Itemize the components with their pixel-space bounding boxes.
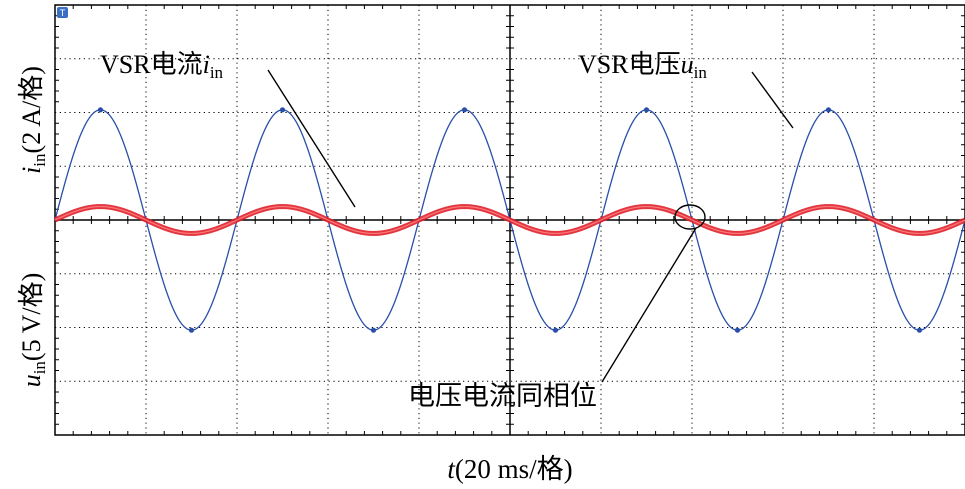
series-u-in-peak bbox=[279, 107, 286, 113]
annotation-inphase-leader bbox=[601, 227, 697, 383]
annotation-current-leader bbox=[267, 69, 356, 208]
series-u-in-peak bbox=[97, 107, 104, 113]
annotation-inphase-ellipse bbox=[674, 204, 706, 230]
annotation-voltage-leader bbox=[751, 71, 794, 129]
series-u-in-peak bbox=[643, 107, 650, 113]
annotation-current: VSR电流iin bbox=[100, 50, 224, 82]
trigger-marker-label: T bbox=[60, 8, 66, 18]
series-u-in-peak bbox=[825, 107, 832, 113]
annotation-voltage: VSR电压uin bbox=[578, 50, 707, 82]
traces bbox=[53, 107, 965, 333]
series-u-in-peak bbox=[370, 327, 377, 333]
x-axis-label: t(20 ms/格) bbox=[447, 454, 572, 484]
series-u-in-peak bbox=[734, 327, 741, 333]
series-u-in-peak bbox=[916, 327, 923, 333]
trigger-marker: T bbox=[57, 7, 68, 18]
y-axis-label-top: iin(2 A/格) bbox=[17, 66, 49, 174]
annotation-inphase: 电压电流同相位 bbox=[408, 381, 597, 411]
series-i-in-highlight bbox=[54, 205, 965, 235]
series-u-in-peak bbox=[461, 107, 468, 113]
series-u-in-peak bbox=[552, 327, 559, 333]
y-axis-label-bottom: uin(5 V/格) bbox=[17, 273, 49, 388]
series-u-in-peak bbox=[188, 327, 195, 333]
